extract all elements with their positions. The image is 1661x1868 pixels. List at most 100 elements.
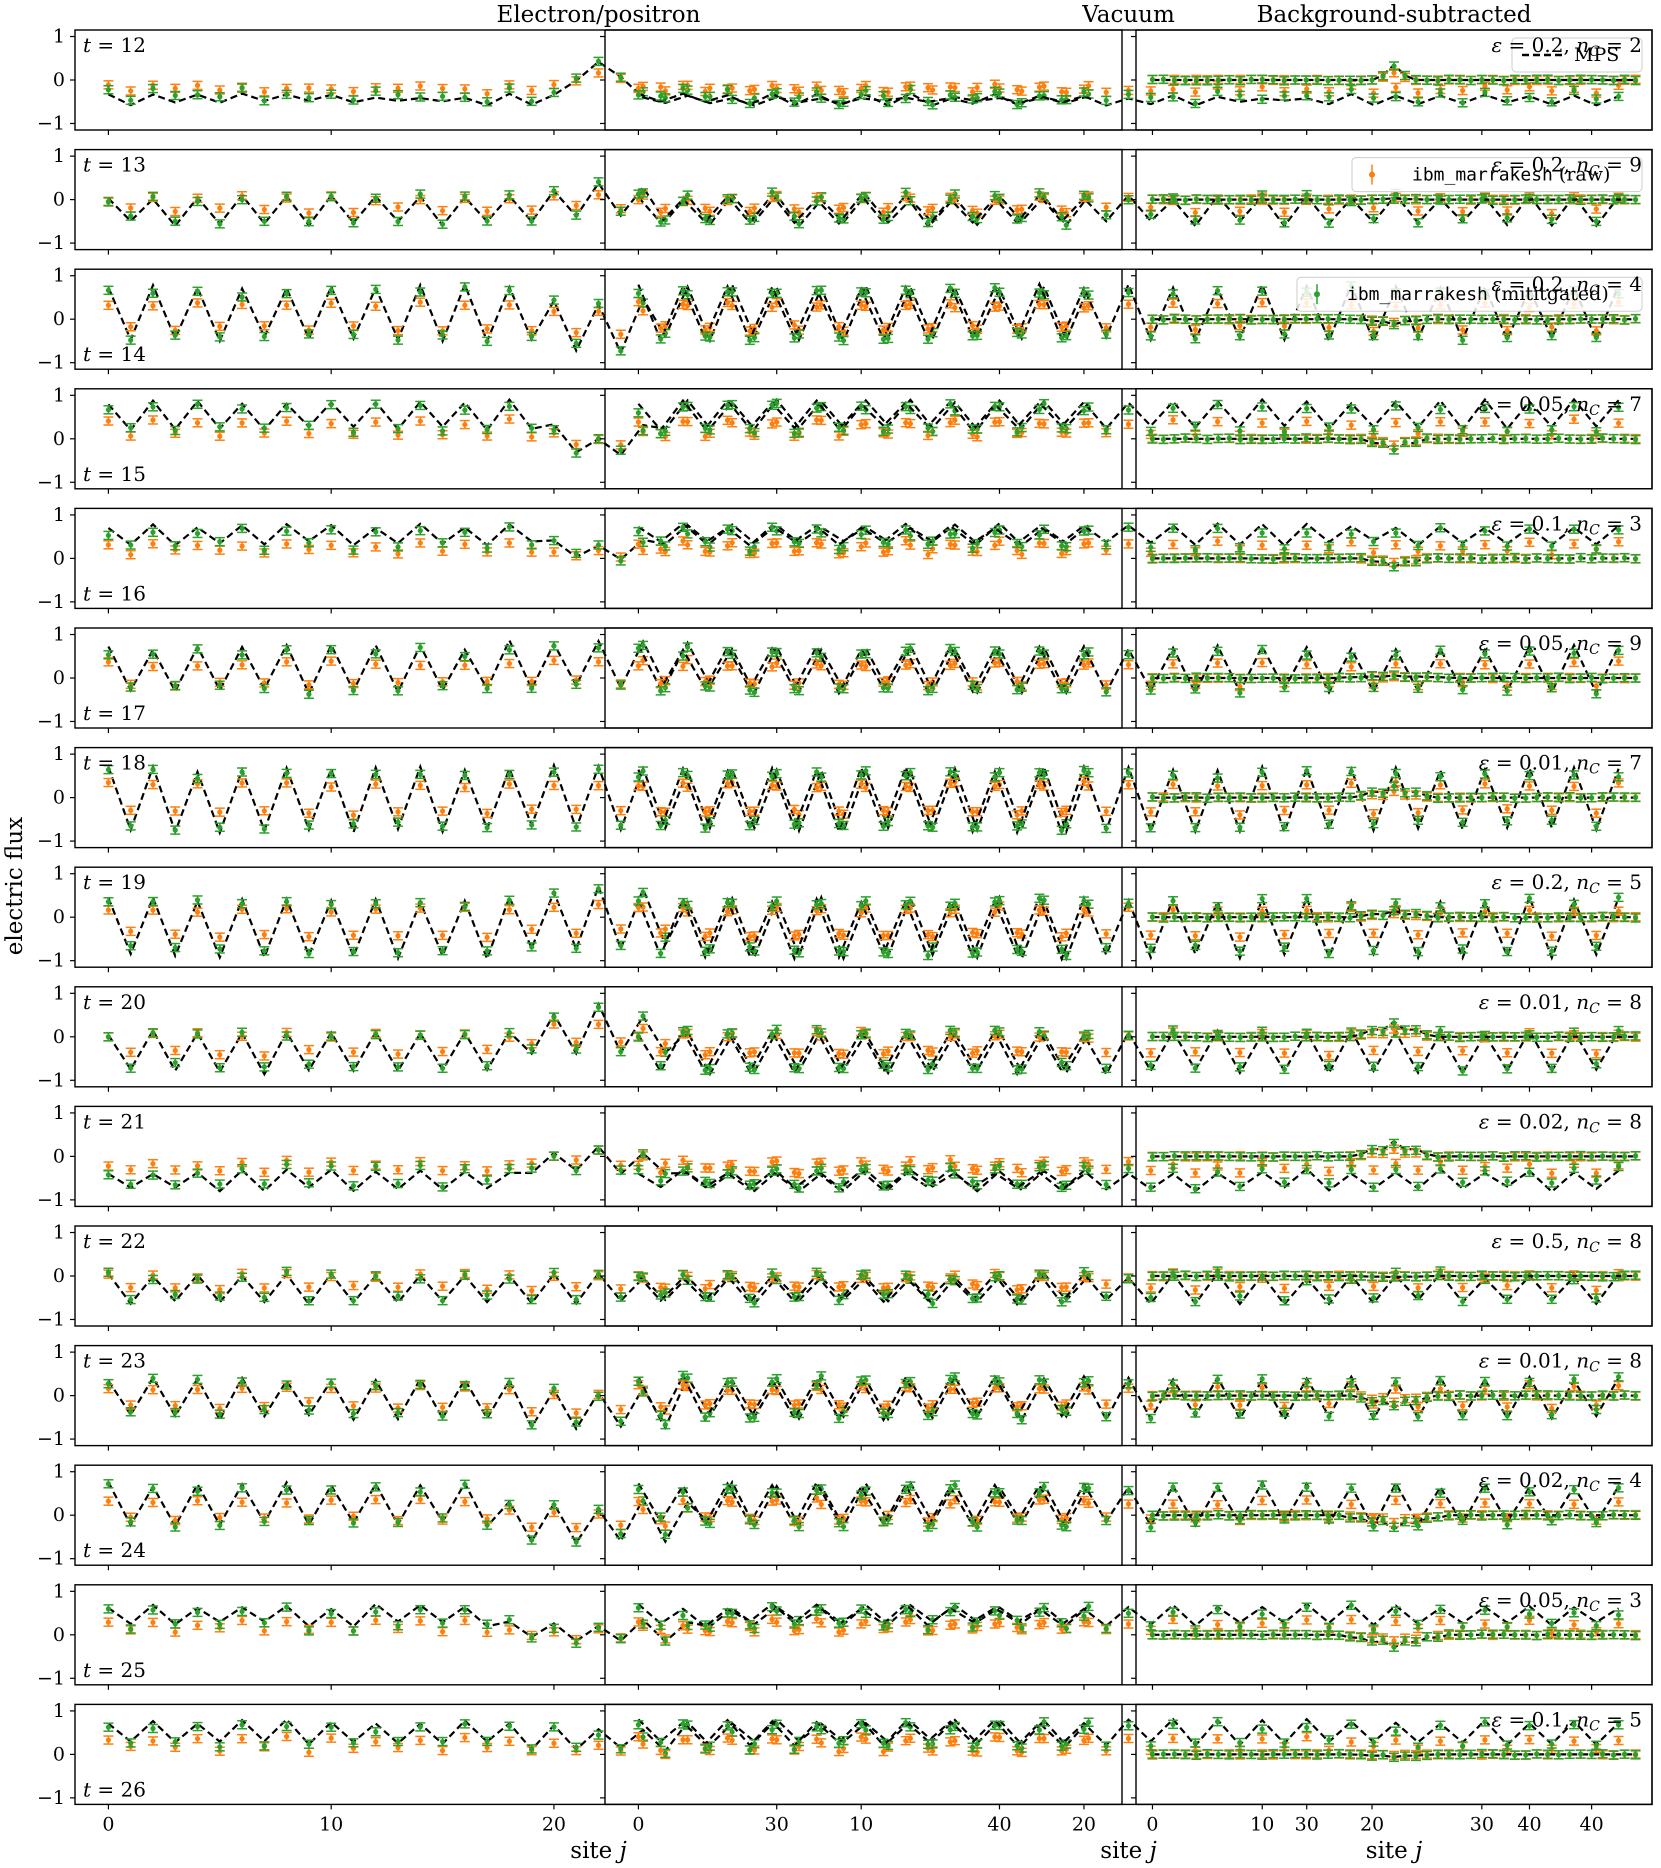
- mitigated-point: [1621, 196, 1628, 202]
- mitigated-point: [1358, 316, 1364, 323]
- mitigated-point: [1446, 435, 1452, 442]
- mitigated-point: [128, 97, 134, 103]
- mitigated-point: [885, 335, 891, 341]
- raw-point: [551, 549, 557, 555]
- mitigated-point: [439, 428, 446, 434]
- mitigated-point: [1567, 317, 1573, 323]
- mitigated-point: [1036, 290, 1042, 296]
- time-eq: = 15: [91, 462, 146, 486]
- mitigated-series: [633, 187, 1624, 228]
- epsilon-var: ε: [1491, 272, 1502, 296]
- mitigated-point: [1589, 436, 1595, 442]
- mitigated-point: [685, 192, 691, 198]
- mitigated-point: [1326, 94, 1332, 100]
- raw-point: [1041, 83, 1047, 89]
- mitigated-point: [128, 213, 134, 219]
- mitigated-point: [1358, 197, 1364, 203]
- raw-point: [172, 208, 178, 215]
- mitigated-point: [1435, 78, 1441, 84]
- mitigated-point: [836, 215, 842, 221]
- raw-point: [1125, 421, 1132, 427]
- mitigated-point: [1215, 77, 1221, 83]
- mitigated-point: [1589, 77, 1595, 83]
- raw-point: [529, 207, 535, 213]
- time-label: t = 16: [83, 581, 146, 605]
- mitigated-point: [947, 92, 953, 98]
- mitigated-point: [1270, 77, 1276, 83]
- raw-point: [680, 418, 686, 425]
- mitigated-point: [150, 404, 156, 410]
- mitigated-point: [747, 217, 753, 223]
- mitigated-point: [350, 220, 357, 226]
- raw-point: [261, 323, 267, 329]
- mitigated-point: [992, 193, 998, 199]
- raw-point: [1085, 540, 1092, 546]
- mitigated-point: [1259, 196, 1265, 202]
- mitigated-point: [1501, 436, 1507, 443]
- mitigated-point: [1149, 196, 1156, 202]
- mitigated-point: [996, 90, 1003, 96]
- raw-point: [373, 303, 379, 309]
- raw-point: [462, 302, 468, 308]
- column-title-1: Vacuum: [1081, 2, 1175, 28]
- mitigated-point: [1237, 437, 1243, 443]
- params-label: ε = 0.2, nC = 2: [1491, 33, 1642, 60]
- mitigated-point: [1571, 87, 1577, 93]
- mitigated-point: [395, 92, 401, 98]
- raw-point: [506, 416, 512, 422]
- mitigated-point: [306, 95, 312, 101]
- mitigated-point: [1545, 317, 1551, 323]
- mps-line: [1152, 197, 1636, 201]
- mitigated-point: [284, 404, 290, 411]
- mitigated-point: [1193, 435, 1199, 442]
- y-tick-label: −1: [37, 471, 65, 493]
- mitigated-point: [1549, 216, 1555, 222]
- panel-r2-c1: ibm_marrakesh (mititgated): [600, 268, 1653, 375]
- raw-point: [925, 551, 931, 558]
- mitigated-point: [1347, 316, 1353, 322]
- raw-point: [595, 192, 602, 198]
- y-tick-label: 0: [53, 428, 65, 450]
- mitigated-point: [529, 425, 535, 431]
- mitigated-point: [1402, 72, 1408, 79]
- mitigated-point: [1259, 96, 1265, 102]
- mitigated-point: [1380, 440, 1386, 446]
- mitigated-point: [1182, 435, 1189, 441]
- raw-point: [724, 417, 731, 423]
- mitigated-point: [791, 335, 797, 341]
- mitigated-point: [217, 334, 223, 340]
- raw-point: [105, 542, 112, 548]
- mitigated-point: [551, 537, 557, 544]
- mitigated-point: [1059, 335, 1065, 341]
- mitigated-point: [1369, 196, 1375, 203]
- mitigated-point: [1490, 435, 1496, 442]
- mitigated-point: [1424, 316, 1430, 322]
- mitigated-point: [373, 529, 379, 535]
- mitigated-point: [1370, 95, 1377, 101]
- raw-point: [1059, 89, 1065, 95]
- mitigated-point: [1556, 317, 1562, 323]
- mitigated-point: [194, 198, 201, 205]
- panel-r2-c0: −1 0 1 t = 14: [37, 265, 1123, 375]
- raw-point: [947, 301, 953, 307]
- mitigated-point: [969, 96, 976, 102]
- mitigated-point: [306, 331, 312, 337]
- mitigated-point: [969, 426, 976, 432]
- mitigated-point: [1325, 197, 1331, 203]
- raw-point: [395, 432, 401, 438]
- mitigated-point: [1479, 76, 1485, 83]
- raw-point: [350, 323, 357, 329]
- raw-point: [1103, 89, 1109, 95]
- raw-point: [925, 85, 931, 91]
- mitigated-point: [1215, 197, 1221, 203]
- mitigated-point: [858, 91, 864, 98]
- raw-point: [724, 543, 731, 549]
- mitigated-point: [1589, 196, 1595, 203]
- mitigated-point: [1621, 436, 1628, 442]
- mitigated-point: [658, 336, 664, 342]
- raw-point: [484, 433, 490, 439]
- raw-point: [969, 207, 976, 213]
- mitigated-point: [239, 294, 245, 300]
- raw-point: [595, 70, 602, 76]
- mitigated-point: [618, 447, 624, 453]
